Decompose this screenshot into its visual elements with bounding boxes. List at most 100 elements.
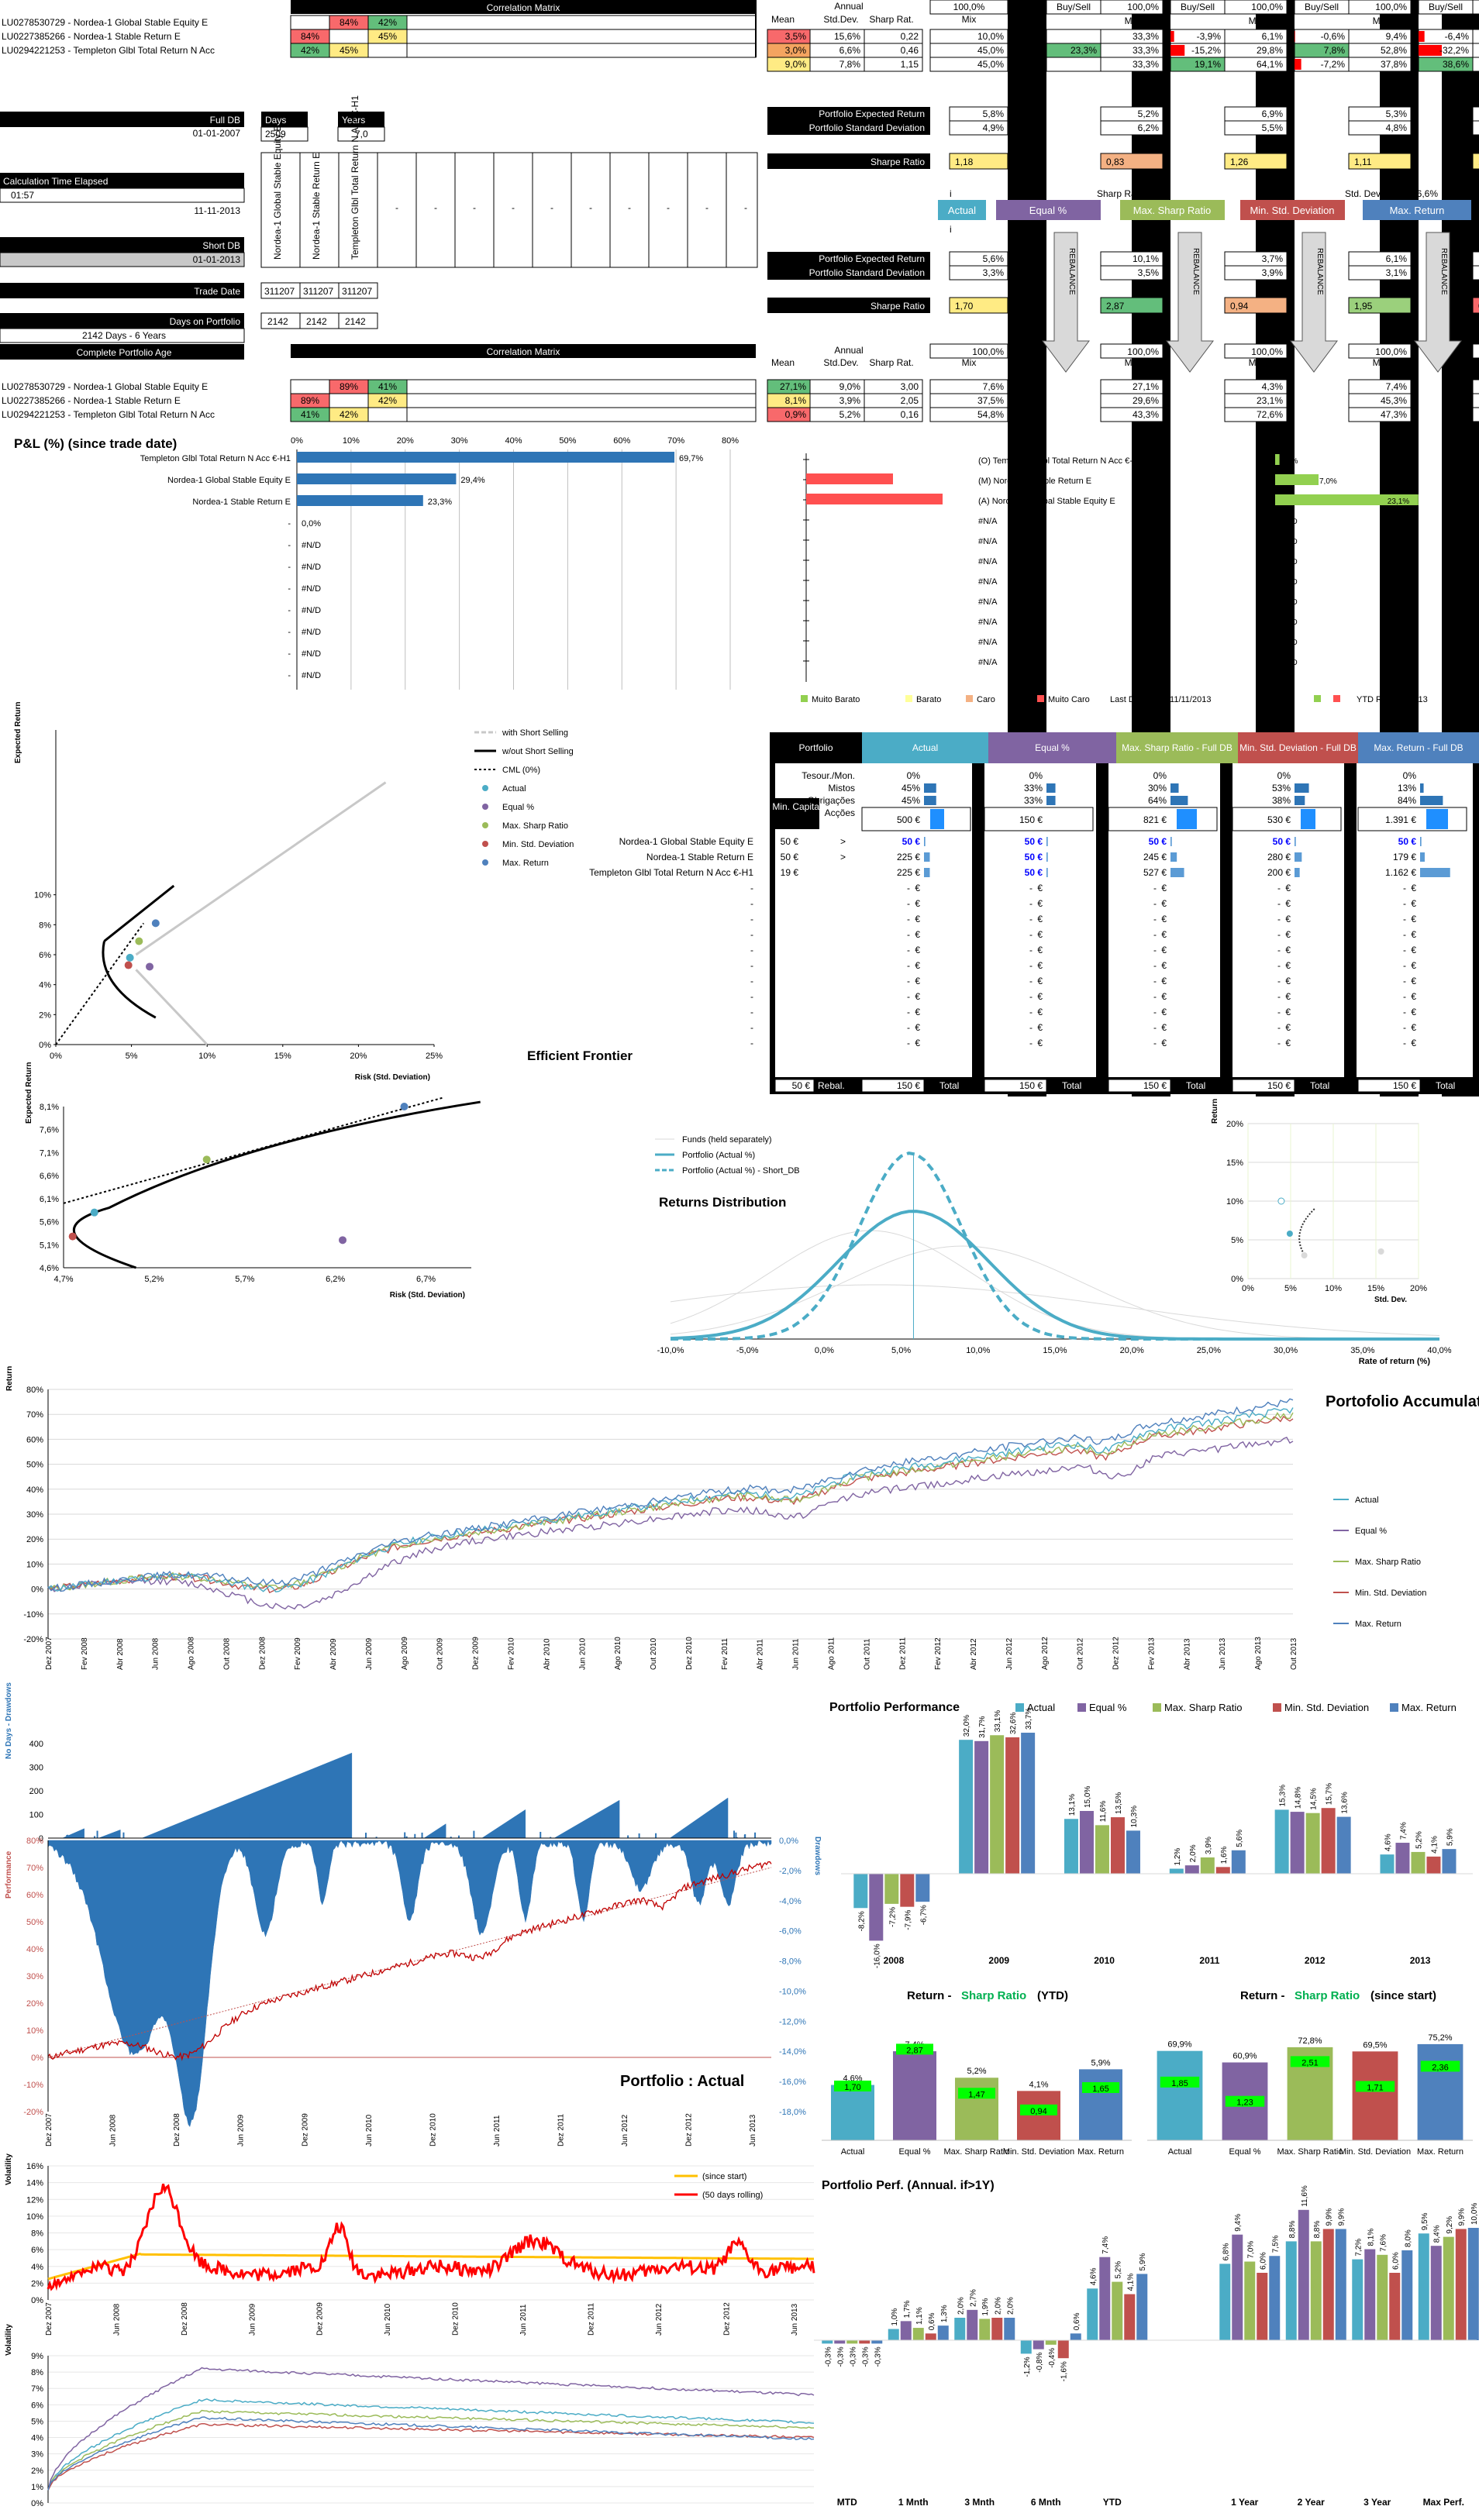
rebalance-label: REBALANCE	[1191, 248, 1200, 295]
fund-bar	[1170, 868, 1184, 877]
empty-euro: €	[1285, 914, 1291, 924]
dash: -	[550, 202, 553, 213]
empty-dash: -	[1277, 883, 1281, 893]
empty-euro: €	[1285, 1038, 1291, 1048]
bar	[1352, 2259, 1364, 2340]
alloc-header	[862, 732, 988, 763]
bar-label: 9,4%	[1234, 2214, 1243, 2232]
corr-value: 42%	[378, 395, 397, 406]
days-spike	[496, 1837, 498, 1838]
buysell-cell	[1046, 57, 1101, 72]
data-label: 29,4%	[460, 476, 484, 485]
bar	[1200, 1857, 1215, 1874]
buysell-cell	[1046, 29, 1101, 44]
bar-label: 2,0%	[1006, 2297, 1015, 2315]
x-tick: Jun 2010	[365, 2114, 374, 2146]
mix-value: 45,3%	[1381, 395, 1407, 406]
y-tick: 7,1%	[40, 1148, 59, 1158]
bar-label: 13,5%	[1115, 1792, 1123, 1814]
days-port-text: 2142 Days - 6 Years	[82, 330, 166, 341]
bar	[900, 1874, 915, 1907]
sharpe-value: 1,26	[1230, 157, 1249, 167]
x-tick: Abr 2011	[757, 1639, 765, 1670]
rebal-cell	[1232, 1079, 1295, 1093]
fund-bar	[1420, 868, 1450, 877]
empty-dash: -	[1153, 898, 1157, 909]
pl-bar	[297, 473, 457, 484]
legend-swatch	[905, 695, 912, 702]
bar-label: -1,2%	[1023, 2356, 1032, 2377]
fund-bar	[1046, 852, 1048, 862]
bar	[1136, 2274, 1148, 2340]
days-spike	[212, 1830, 215, 1838]
total-cap-cell	[861, 807, 971, 831]
portfolio-performance-chart: -8,2% -16,0% -7,2% -7,9% -6,7% 2008 32,0% 31,7%…	[841, 1708, 1473, 1968]
data-label: #N/D	[302, 628, 321, 637]
bar	[1395, 1843, 1410, 1874]
efficient-frontier-chart: Efficient Frontier Expected Return Risk (S…	[14, 702, 633, 1082]
y-tick: 40%	[26, 1485, 43, 1495]
bar-label: -16,0%	[873, 1943, 881, 1968]
mini-point-2	[1377, 1248, 1384, 1255]
alloc-value: 33%	[1024, 783, 1043, 794]
grid-row	[406, 43, 757, 58]
sharpe-label: 0,94	[1030, 2107, 1046, 2116]
fund-alloc-value: 179 €	[1393, 852, 1416, 862]
sharpe-value: 1,11	[1354, 157, 1372, 167]
fund-min: 50 €	[781, 836, 799, 847]
bar	[1335, 2229, 1346, 2340]
tab-maxsharp	[1120, 200, 1225, 220]
bar-label: 9,5%	[1421, 2212, 1429, 2230]
bar	[1124, 2294, 1136, 2340]
chart-title-c: (since start)	[1370, 1989, 1436, 2002]
calc-time-value: 01:57	[11, 190, 34, 201]
bar-label: 1,3%	[940, 2305, 949, 2322]
y-tick: 2%	[31, 2279, 43, 2288]
valuation-label: #N/A	[978, 638, 998, 647]
y-tick: 0%	[31, 2499, 43, 2508]
bar	[1310, 2241, 1322, 2340]
total-label: 100,0%	[1251, 2, 1283, 12]
bar-label: 9,9%	[1338, 2208, 1346, 2226]
empty-dash: -	[1153, 1038, 1157, 1048]
sell-bar	[1295, 59, 1301, 70]
vol2-series-0	[47, 2398, 815, 2491]
ytd-swatch	[1314, 695, 1321, 702]
return-bar	[893, 2051, 936, 2140]
total-value: 100,0%	[1375, 346, 1407, 357]
category-label: 2012	[1305, 1955, 1326, 1966]
bar-label: 1,2%	[1174, 1848, 1182, 1866]
y-tick: 4%	[31, 2263, 43, 2272]
y-tick: 9%	[31, 2352, 43, 2361]
bar	[1112, 2281, 1123, 2340]
x-tick: 5,2%	[144, 1275, 164, 1284]
zoom-ylabel: Expected Return	[25, 1062, 33, 1124]
accumulated-return-chart: Portofolio Accumulated Return Return -20% -…	[5, 1366, 1479, 1670]
x-tick: Dez 2007	[45, 1637, 53, 1670]
frontier-curve-up	[103, 884, 175, 942]
empty-euro: €	[1411, 1022, 1416, 1033]
legend-label: Actual	[502, 784, 526, 794]
bar	[834, 2340, 846, 2344]
stat-header: Std.Dev.	[823, 357, 858, 368]
x-tick: 40%	[505, 436, 522, 446]
fund-bar	[1046, 837, 1048, 846]
days-spike	[165, 1837, 167, 1838]
chart-title-a: Return -	[1240, 1989, 1285, 2002]
alloc-sep	[972, 763, 984, 1089]
bar	[888, 2329, 899, 2340]
days-spike	[627, 1835, 629, 1838]
empty-dash: -	[1029, 1007, 1033, 1017]
fund-col-label: Templeton Glbl Total Return N Acc €-H1	[350, 95, 360, 260]
total-label: 100,0%	[953, 2, 985, 12]
bar	[1184, 1865, 1199, 1874]
category-label: 2010	[1094, 1955, 1115, 1966]
empty-euro: €	[1161, 929, 1167, 940]
alloc-bar	[1420, 796, 1443, 805]
days-spike	[510, 1833, 512, 1838]
dash: -	[473, 202, 476, 213]
bar-label: 15,0%	[1084, 1786, 1092, 1808]
fund-col-label: Nordea-1 Global Stable Equity E	[272, 126, 283, 260]
legend-label: Muito Caro	[1048, 695, 1090, 704]
legend-dot	[482, 785, 488, 791]
